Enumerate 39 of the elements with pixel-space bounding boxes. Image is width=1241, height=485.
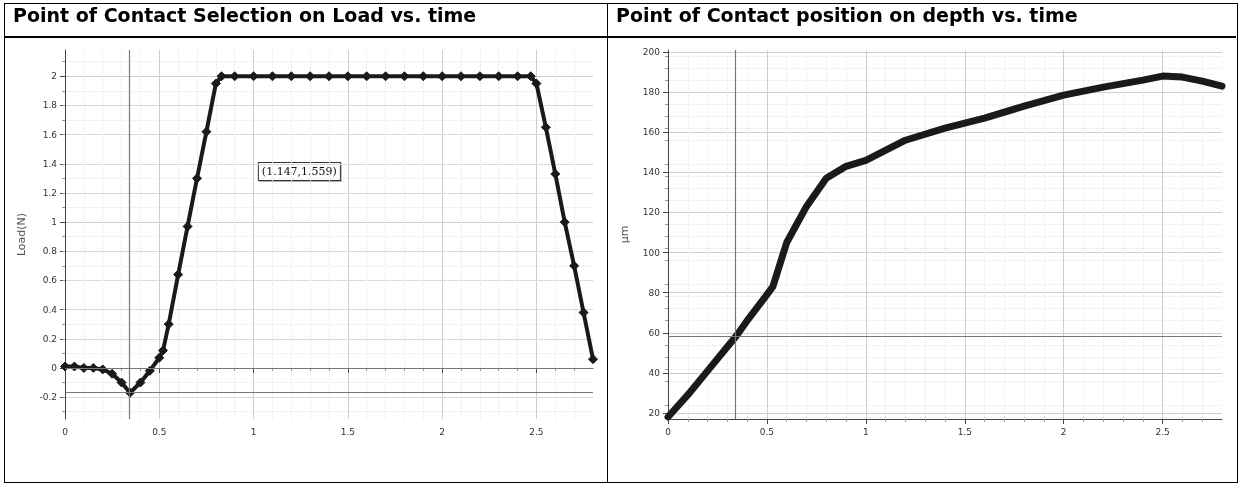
x-tick-label: 0 xyxy=(665,426,672,437)
x-tick-label: 0.5 xyxy=(759,426,775,437)
annotation: (1.147,1.559) xyxy=(261,165,337,179)
y-tick-label: 60 xyxy=(648,327,661,338)
y-tick-label: 1.2 xyxy=(42,187,57,198)
x-tick-label: 0 xyxy=(62,426,69,437)
y-tick-label: 0.6 xyxy=(42,275,58,286)
y-tick-label: 1.6 xyxy=(42,129,58,140)
x-tick-label: 1 xyxy=(250,426,257,437)
y-tick-label: 20 xyxy=(648,407,661,418)
x-tick-label: 1.5 xyxy=(340,426,356,437)
chart-title: Point of Contact position on depth vs. time xyxy=(608,4,1236,38)
y-tick-label: 100 xyxy=(642,247,661,258)
y-tick-label: 0.4 xyxy=(42,304,58,315)
x-tick-label: 2 xyxy=(1060,426,1067,437)
y-tick-label: 140 xyxy=(642,167,661,178)
y-tick-label: 1.8 xyxy=(42,100,58,111)
x-tick-label: 1.5 xyxy=(957,426,972,437)
y-axis-title: µm xyxy=(618,225,631,244)
y-tick-label: 0.8 xyxy=(42,246,58,257)
y-tick-label: 120 xyxy=(642,207,661,218)
y-tick-label: -0.2 xyxy=(39,392,57,403)
y-tick-label: 160 xyxy=(642,127,661,138)
x-tick-label: 2.5 xyxy=(1155,426,1170,437)
y-tick-label: 1 xyxy=(51,217,57,228)
y-tick-label: 1.4 xyxy=(42,158,58,169)
y-tick-label: 180 xyxy=(642,87,661,98)
y-tick-label: 80 xyxy=(648,287,661,298)
x-tick-label: 1 xyxy=(862,426,869,437)
y-tick-label: 0 xyxy=(51,362,58,373)
y-axis-title: Load(N) xyxy=(15,212,28,257)
x-tick-label: 2.5 xyxy=(529,426,544,437)
y-tick-label: 2 xyxy=(51,71,57,82)
x-tick-label: 0.5 xyxy=(152,426,167,437)
x-tick-label: 2 xyxy=(439,426,446,437)
y-tick-label: 0.2 xyxy=(42,333,57,344)
y-tick-label: 200 xyxy=(642,47,661,58)
chart-title: Point of Contact Selection on Load vs. time xyxy=(5,4,607,38)
y-tick-label: 40 xyxy=(648,367,661,378)
